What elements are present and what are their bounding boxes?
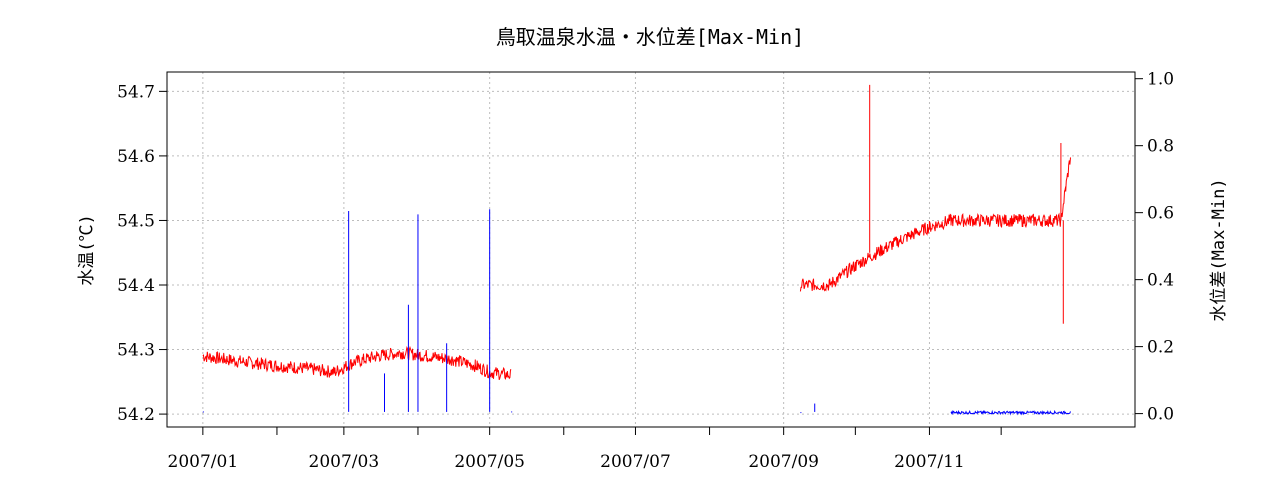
- grid: [167, 72, 1135, 427]
- series-line: [202, 345, 512, 381]
- series-line: [950, 409, 1071, 416]
- y-left-tick-label: 54.4: [117, 276, 155, 296]
- y-right-tick-label: 0.0: [1147, 405, 1174, 425]
- y-right-tick-label: 0.2: [1147, 338, 1174, 358]
- y-right-tick-label: 0.8: [1147, 137, 1174, 157]
- x-tick-label: 2007/09: [748, 452, 819, 472]
- x-tick-label: 2007/03: [309, 452, 380, 472]
- x-tick-label: 2007/05: [454, 452, 525, 472]
- y-axis-right-label: 水位差(Max-Min): [1209, 178, 1229, 321]
- axes: 2007/01 2007/03 2007/05 2007/07 2007/09 2007/…: [117, 70, 1174, 472]
- y-right-tick-label: 0.6: [1147, 204, 1174, 224]
- y-left-tick-label: 54.6: [117, 147, 155, 167]
- y-axis-left-label: 水温(℃): [77, 214, 97, 285]
- y-left-tick-label: 54.5: [117, 211, 155, 231]
- y-right-tick-label: 0.4: [1147, 271, 1174, 291]
- x-tick-label: 2007/07: [600, 452, 671, 472]
- y-left-tick-label: 54.7: [117, 82, 155, 102]
- y-left-tick-label: 54.2: [117, 405, 155, 425]
- series-layer: [202, 84, 1071, 416]
- x-tick-label: 2007/11: [894, 452, 965, 472]
- y-right-tick-label: 1.0: [1147, 70, 1174, 90]
- series-line: [799, 157, 1071, 292]
- plot-frame: [166, 71, 1136, 428]
- chart-title: 鳥取温泉水温・水位差[Max-Min]: [496, 25, 804, 49]
- y-left-tick-label: 54.3: [117, 341, 155, 361]
- x-tick-label: 2007/01: [168, 452, 239, 472]
